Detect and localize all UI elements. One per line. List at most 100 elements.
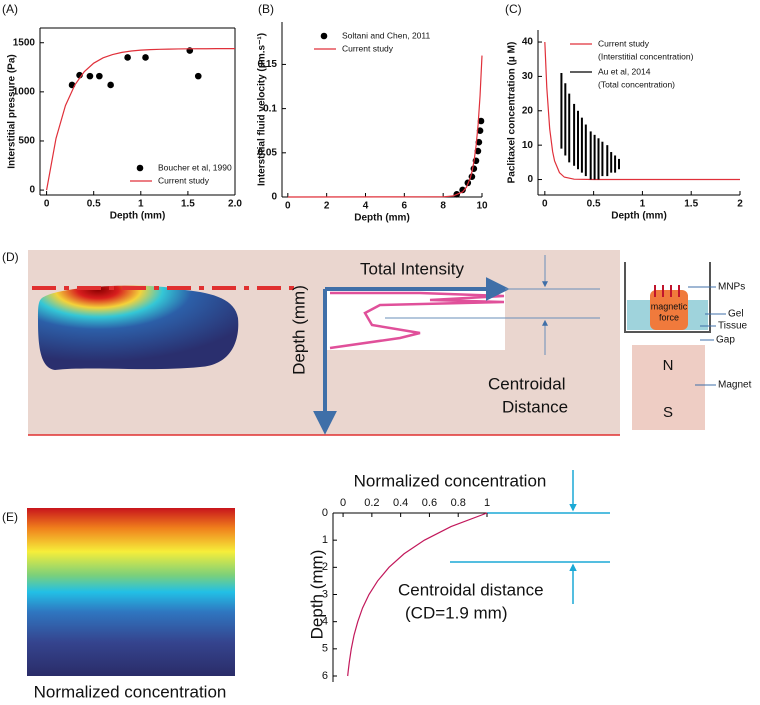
annotation: Centroidal distance [398, 580, 544, 599]
label: N [663, 357, 674, 374]
legend-marker [320, 32, 328, 40]
label: Centroidal [488, 374, 566, 393]
legend-detail: (Interstitial concentration) [598, 51, 694, 61]
concentration-map [27, 508, 235, 676]
point [459, 186, 466, 194]
legend-label: Au et al, 2014 [598, 66, 651, 76]
line [347, 512, 488, 677]
y-tick-label: 1500 [13, 37, 36, 48]
label: Gap [716, 335, 735, 346]
line [287, 55, 483, 198]
x-tick-label: 0.5 [87, 199, 101, 210]
label: S [663, 404, 673, 421]
y-tick-label: 3 [322, 588, 328, 600]
y-axis-title: Paclitaxel concentration (μ M) [507, 42, 518, 184]
panel-label: (D) [2, 250, 19, 264]
y-axis-title: Depth (mm) [307, 550, 326, 640]
y-tick-label: 40 [522, 37, 534, 48]
x-tick-label: 2 [324, 201, 330, 212]
x-tick-label: 10 [476, 201, 488, 212]
x-tick-label: 0.6 [422, 497, 437, 509]
point [96, 72, 103, 80]
point [476, 127, 484, 135]
panel-label: (B) [258, 2, 274, 16]
label: Depth (mm) [289, 285, 308, 375]
y-tick-label: 0 [29, 185, 35, 196]
label: Gel [728, 309, 744, 320]
y-tick-label: 0.05 [258, 147, 278, 158]
x-tick-label: 0.5 [587, 199, 601, 210]
mnp-arrows [654, 285, 680, 297]
y-tick-label: 20 [522, 105, 534, 116]
x-tick-label: 2 [737, 199, 743, 210]
x-tick-label: 0.4 [393, 497, 408, 509]
x-tick-label: 0 [340, 497, 346, 509]
point [474, 147, 482, 155]
y-tick-label: 500 [18, 136, 35, 147]
profile-box [325, 290, 505, 350]
point [86, 72, 94, 80]
y-tick-label: 30 [522, 71, 534, 82]
intensity-profile [329, 291, 505, 350]
y-tick-label: 5 [322, 643, 328, 655]
y-tick-label: 6 [322, 670, 328, 682]
y-axis-title: Interstitial fluid velocity (μm.s⁻¹) [257, 33, 268, 186]
y-tick-label: 2 [322, 561, 328, 573]
point [124, 54, 131, 61]
x-tick-label: 0 [285, 201, 291, 212]
x-axis-title: Depth (mm) [354, 213, 410, 224]
tissue-image [38, 285, 239, 370]
y-tick-label: 0.1 [263, 103, 277, 114]
legend-marker [136, 164, 144, 172]
label: magnetic [651, 301, 688, 311]
label: Distance [502, 397, 568, 416]
tissue [650, 290, 688, 330]
legend-label: Boucher et al, 1990 [158, 162, 232, 172]
line [544, 42, 740, 181]
panel-label: (C) [505, 2, 522, 16]
legend-detail: (Total concentration) [598, 79, 675, 89]
line [45, 48, 235, 191]
label: Magnet [718, 380, 752, 391]
x-tick-label: 1 [138, 199, 144, 210]
legend-label: Soltani and Chen, 2011 [342, 30, 430, 40]
caption: Normalized concentration [34, 682, 227, 701]
point [477, 117, 485, 125]
x-tick-label: 0.2 [364, 497, 379, 509]
x-tick-label: 0 [44, 199, 50, 210]
label: force [659, 312, 679, 322]
legend-label: Current study [158, 175, 210, 185]
magnet [632, 345, 705, 430]
x-axis-title: Normalized concentration [354, 471, 547, 490]
point [475, 138, 483, 146]
y-tick-label: 1000 [13, 86, 36, 97]
label: MNPs [718, 282, 745, 293]
legend-label: Current study [598, 38, 650, 48]
point [194, 72, 202, 80]
x-tick-label: 1.5 [684, 199, 698, 210]
y-tick-label: 0.15 [258, 59, 278, 70]
x-axis-title: Depth (mm) [611, 211, 667, 222]
x-tick-label: 0 [542, 199, 548, 210]
y-tick-label: 10 [522, 140, 534, 151]
panel-label: (A) [2, 2, 18, 16]
panel-e: (E) Normalized concentration [2, 470, 610, 701]
legend-label: Current study [342, 43, 394, 53]
y-tick-label: 1 [322, 534, 328, 546]
x-axis-title: Depth (mm) [110, 211, 166, 222]
x-tick-label: 1 [640, 199, 646, 210]
point [107, 81, 114, 89]
pointer-lines [688, 286, 726, 386]
x-tick-label: 0.8 [451, 497, 466, 509]
x-tick-label: 4 [363, 201, 369, 212]
panel-label: (E) [2, 510, 18, 524]
label: Total Intensity [360, 259, 464, 278]
panel-d: (D) Total Intensity Depth (mm) Centroida… [2, 250, 752, 436]
y-tick-label: 0 [271, 192, 277, 203]
x-tick-label: 1 [484, 497, 490, 509]
point [142, 54, 149, 61]
x-tick-label: 6 [402, 201, 408, 212]
y-tick-label: 0 [527, 174, 533, 185]
y-tick-label: 0 [322, 507, 328, 519]
